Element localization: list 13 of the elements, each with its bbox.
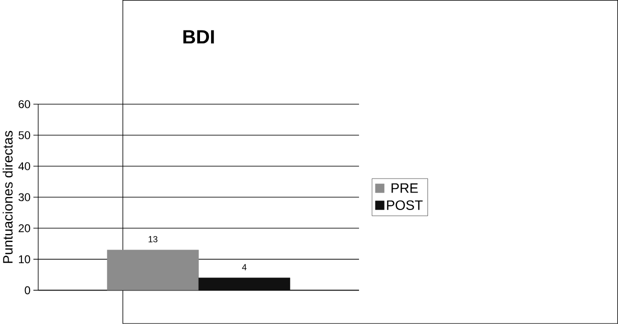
y-tick-label: 50 [18, 131, 30, 140]
y-tick-label: 60 [18, 100, 30, 108]
chart-title: BDI [183, 30, 214, 44]
legend-label: POST [387, 200, 423, 210]
y-tick-label: 10 [18, 255, 30, 264]
y-tick-label: 30 [18, 193, 30, 202]
y-tick-label: 0 [24, 286, 30, 294]
y-tick-label: 20 [18, 224, 30, 232]
y-tick-label: 40 [18, 162, 30, 170]
data-label: 4 [242, 264, 247, 270]
data-label: 13 [148, 236, 158, 242]
legend-label: PRE [392, 183, 418, 193]
y-axis-title: Puntuaciones directas [2, 130, 13, 263]
